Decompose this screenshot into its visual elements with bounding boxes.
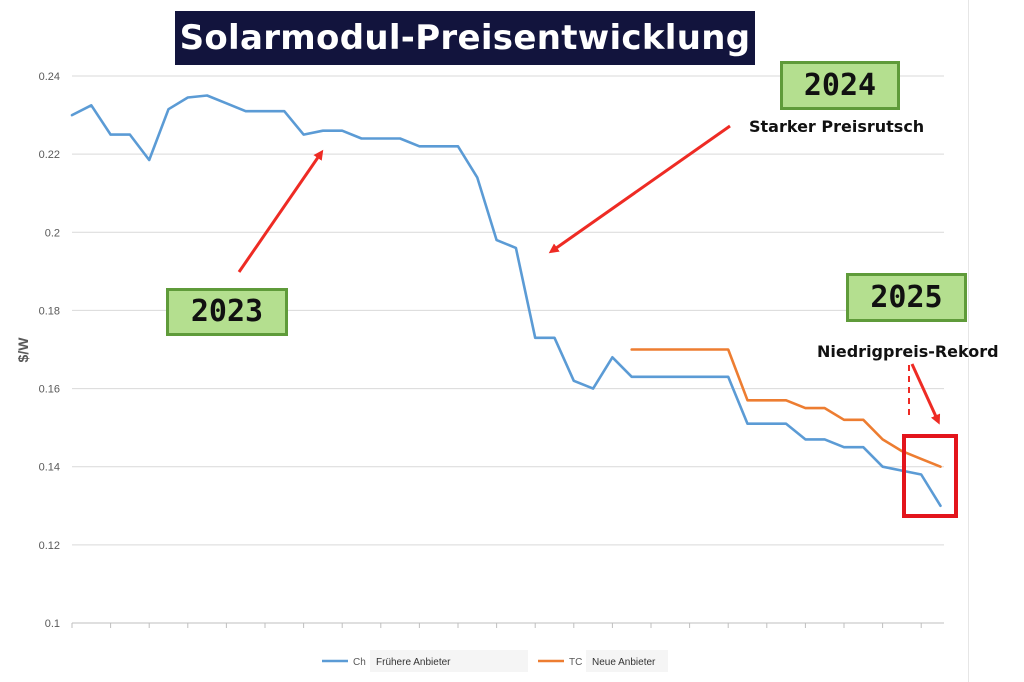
series-line-neue-anbieter <box>630 348 942 468</box>
y-tick-label: 0.14 <box>39 462 60 474</box>
label-2023: 2023 <box>166 288 288 336</box>
legend-label-background <box>586 650 668 672</box>
chart-title: Solarmodul-Preisentwicklung <box>175 11 755 65</box>
legend-prefix: TC <box>569 657 582 668</box>
legend-entry: Frühere Anbieter <box>376 657 451 668</box>
label-2025: 2025 <box>846 273 967 322</box>
legend-prefix: Ch <box>353 657 366 668</box>
arrow-2025 <box>910 363 941 425</box>
series-line-fruehere-anbieter <box>70 94 942 508</box>
legend-label-background <box>370 650 528 672</box>
y-tick-label: 0.12 <box>39 540 60 552</box>
record-highlight-box <box>902 434 958 518</box>
arrow-2023 <box>237 149 324 273</box>
y-tick-label: 0.1 <box>45 618 60 630</box>
annotation-record: Niedrigpreis-Rekord <box>817 342 999 361</box>
legend-entry: Neue Anbieter <box>592 657 656 668</box>
y-axis-label: $/W <box>15 337 31 363</box>
annotation-drop: Starker Preisrutsch <box>749 117 925 136</box>
y-tick-label: 0.24 <box>39 71 60 83</box>
y-tick-label: 0.18 <box>39 305 60 317</box>
page-edge-divider <box>968 0 969 682</box>
y-tick-label: 0.2 <box>45 227 60 239</box>
label-2024: 2024 <box>780 61 900 110</box>
y-tick-label: 0.16 <box>39 384 60 396</box>
arrow-2024 <box>548 124 731 254</box>
y-tick-label: 0.22 <box>39 149 60 161</box>
